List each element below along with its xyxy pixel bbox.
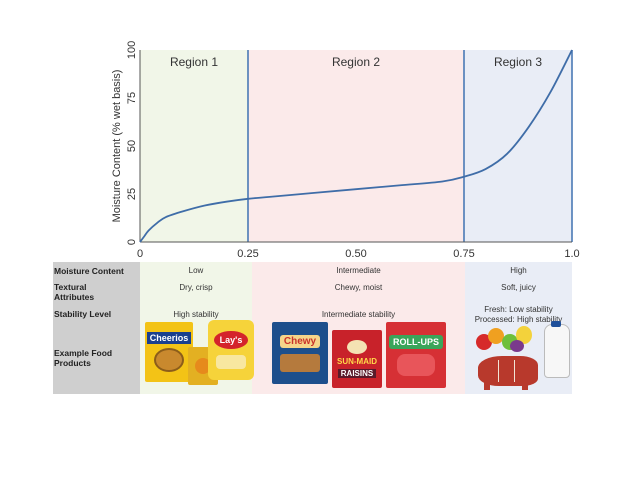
cheerios-box-image: Cheerios	[145, 322, 193, 382]
region1-moisture: Low	[188, 266, 204, 275]
sunmaid-logo-text: SUN-MAID	[337, 357, 377, 366]
region1-stability: High stability	[173, 310, 219, 319]
table-label-column	[53, 262, 140, 394]
region-3-background	[464, 50, 572, 242]
region-2-label: Region 2	[332, 55, 380, 69]
x-tick-label: 0	[137, 248, 143, 260]
row-label-stability: Stability Level	[54, 309, 112, 319]
fruit-rollups-box-image: ROLL-UPS	[386, 322, 446, 388]
region3-texture: Soft, juicy	[501, 283, 536, 292]
row-label-products: Example Food Products	[54, 348, 113, 368]
fruit-basket-image	[474, 324, 536, 354]
chewy-logo-text: Chewy	[279, 334, 321, 348]
y-ticks: 0 25 50 75 100	[126, 41, 138, 245]
x-tick-label: 0.25	[237, 248, 258, 260]
sun-icon	[347, 340, 367, 354]
moisture-curve	[139, 49, 573, 243]
chewy-bar-box-image: Chewy	[272, 322, 328, 384]
y-tick-label: 50	[126, 140, 138, 152]
region2-texture: Chewy, moist	[334, 283, 383, 292]
region-backgrounds	[140, 50, 572, 242]
goldfish-icon	[195, 358, 211, 374]
region3-moisture: High	[510, 266, 527, 275]
region-3-label: Region 3	[494, 55, 542, 69]
axes	[139, 50, 572, 243]
sunmaid-raisins-image: SUN-MAID RAISINS	[332, 330, 382, 388]
row-label-texture: Textural Attributes	[54, 282, 95, 302]
region1-texture: Dry, crisp	[179, 283, 213, 292]
region-2-background	[248, 50, 464, 242]
region3-stability-processed: Processed: High stability	[474, 315, 563, 324]
region3-stability-fresh: Fresh: Low stability	[484, 305, 553, 314]
x-tick-label: 0.50	[345, 248, 366, 260]
region-boundaries	[247, 50, 573, 242]
chips-icon	[216, 355, 246, 369]
fruit-roll-icon	[397, 353, 435, 376]
rollups-logo-text: ROLL-UPS	[389, 334, 443, 349]
y-axis-label: Moisture Content (% wet basis)	[111, 70, 123, 223]
x-tick-label: 0.75	[453, 248, 474, 260]
region2-stability: Intermediate stability	[321, 310, 396, 319]
x-ticks: 0 0.25 0.50 0.75 1.0	[137, 248, 580, 260]
beef-cuts-image	[478, 356, 538, 390]
row-label-moisture: Moisture Content	[54, 266, 124, 276]
y-tick-label: 25	[126, 188, 138, 200]
granola-bar-icon	[280, 353, 320, 372]
milk-bottle-image	[544, 321, 570, 378]
y-tick-label: 0	[126, 239, 138, 245]
region-1-label: Region 1	[170, 55, 218, 69]
lays-bag-image: Lay's	[208, 320, 254, 380]
x-tick-label: 1.0	[564, 248, 579, 260]
region-1-background	[140, 50, 248, 242]
y-tick-label: 100	[126, 41, 138, 59]
region-labels: Region 1 Region 2 Region 3	[170, 55, 542, 69]
y-tick-label: 75	[126, 92, 138, 104]
region2-moisture: Intermediate	[336, 266, 381, 275]
cereal-bowl-icon	[154, 348, 184, 372]
lays-logo-text: Lay's	[213, 331, 249, 349]
cheerios-logo-text: Cheerios	[146, 332, 192, 344]
raisins-label-text: RAISINS	[337, 369, 377, 378]
